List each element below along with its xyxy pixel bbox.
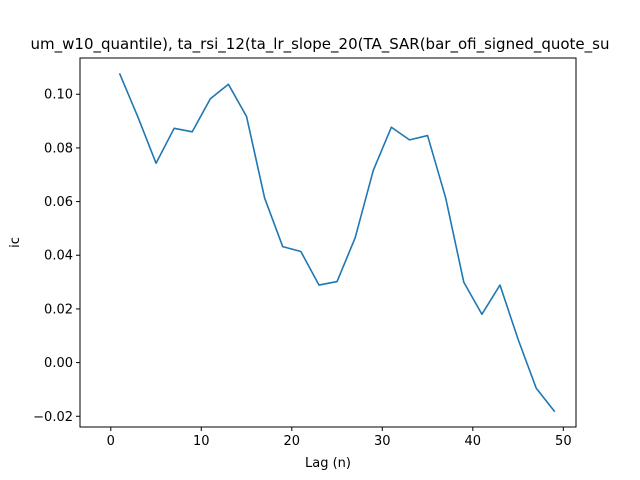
y-axis: −0.02 0.00 0.02 0.04 0.06 0.08 0.10 [33, 88, 80, 425]
axes-frame [79, 57, 577, 428]
x-axis-label: Lag (n) [305, 456, 351, 471]
series-layer [118, 73, 556, 413]
y-tick-label: 0.10 [44, 88, 73, 103]
chart-title: um_w10_quantile), ta_rsi_12(ta_lr_slope_… [31, 35, 610, 54]
x-tick-label: 10 [193, 434, 210, 449]
y-tick-label: 0.02 [44, 302, 73, 317]
y-tick-label: 0.08 [44, 141, 73, 156]
x-tick-label: 20 [284, 434, 301, 449]
x-tick-label: 30 [374, 434, 391, 449]
y-tick-label: 0.04 [44, 249, 73, 264]
y-axis-label: ic [8, 237, 23, 248]
x-axis: 0 10 20 30 40 50 [107, 427, 572, 449]
y-tick-label: 0.00 [44, 356, 73, 371]
series-line [118, 73, 556, 413]
x-tick-label: 40 [465, 434, 482, 449]
x-tick-label: 0 [107, 434, 115, 449]
y-tick-label: 0.06 [44, 195, 73, 210]
y-tick-label: −0.02 [33, 410, 73, 425]
x-tick-label: 50 [555, 434, 572, 449]
